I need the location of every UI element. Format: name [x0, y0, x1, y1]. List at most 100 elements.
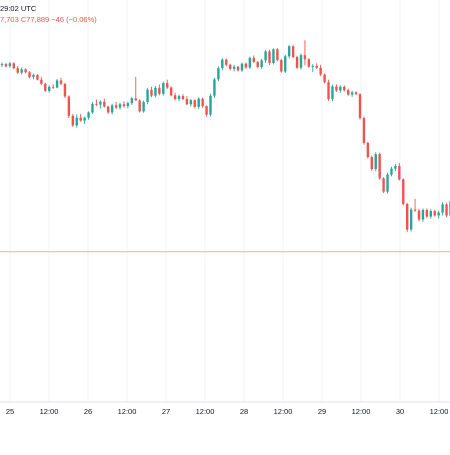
- candle-body: [240, 63, 244, 71]
- candle-body: [0, 64, 4, 65]
- candle: [264, 49, 267, 63]
- time-axis-label: 26: [84, 407, 92, 416]
- candle-body: [221, 59, 224, 69]
- candle: [398, 163, 401, 181]
- candle: [162, 81, 165, 96]
- candle: [44, 82, 47, 92]
- candle: [287, 45, 291, 59]
- candle-body: [83, 117, 86, 121]
- candle: [280, 58, 283, 73]
- candle-body: [40, 79, 43, 84]
- candle-body: [20, 69, 23, 73]
- candle-body: [232, 66, 236, 69]
- time-axis: 25 12:00 26 12:00 27 12:00 28 12:00 29 12:00 30 12:…: [6, 407, 449, 416]
- candle-body: [350, 92, 354, 95]
- candle-body: [201, 98, 204, 107]
- candle-body: [197, 98, 200, 107]
- candle: [374, 152, 377, 172]
- candle: [445, 202, 448, 218]
- candle: [173, 92, 177, 101]
- candle-body: [91, 103, 94, 113]
- candle-body: [303, 55, 307, 60]
- candle: [71, 113, 75, 127]
- candle: [103, 98, 106, 108]
- candle-body: [126, 103, 130, 107]
- candle-body: [287, 46, 291, 57]
- candle-body: [386, 174, 389, 192]
- candle-body: [378, 154, 381, 179]
- candle: [201, 97, 204, 108]
- candle-body: [79, 117, 82, 121]
- candle: [217, 66, 220, 82]
- candle: [240, 62, 244, 72]
- candle: [260, 58, 263, 69]
- candle-body: [162, 83, 165, 94]
- candle: [166, 79, 169, 90]
- candle: [221, 58, 224, 71]
- candle: [40, 76, 43, 85]
- candle: [134, 76, 137, 101]
- candle-body: [362, 118, 366, 143]
- time-axis-label: 12:00: [274, 407, 293, 416]
- candle: [24, 68, 27, 74]
- candle-body: [280, 59, 283, 72]
- candle: [193, 99, 196, 109]
- time-axis-label: 29: [318, 407, 326, 416]
- candle: [185, 96, 189, 106]
- candle-body: [228, 64, 232, 69]
- candle-body: [299, 55, 303, 68]
- candle: [181, 94, 185, 101]
- candle-body: [185, 99, 189, 105]
- candle: [8, 61, 12, 68]
- candle: [303, 40, 307, 66]
- candle: [378, 152, 381, 180]
- candle-body: [217, 68, 220, 80]
- header-time-text: 29:02 UTC: [0, 4, 37, 13]
- candle-body: [138, 100, 141, 112]
- time-axis-label: 28: [240, 407, 248, 416]
- candle-body: [59, 80, 63, 84]
- candle: [79, 113, 82, 122]
- candle: [154, 86, 157, 98]
- candle-body: [205, 106, 208, 115]
- candle: [209, 93, 212, 117]
- candle: [0, 62, 4, 68]
- candle-body: [441, 204, 444, 213]
- candle: [437, 210, 440, 219]
- time-axis-label: 12:00: [118, 407, 137, 416]
- candle-body: [55, 80, 59, 88]
- candle: [244, 62, 248, 69]
- candle-body: [413, 209, 417, 211]
- candle: [362, 116, 366, 145]
- candle-body: [327, 82, 330, 100]
- candle: [236, 65, 240, 72]
- candle: [130, 96, 134, 106]
- time-axis-label: 12:00: [196, 407, 215, 416]
- candle: [205, 105, 208, 117]
- candle-body: [154, 87, 157, 96]
- candle: [390, 166, 393, 177]
- candle: [138, 99, 141, 113]
- candle-body: [370, 157, 373, 169]
- candle-body: [173, 95, 177, 100]
- candle-body: [169, 87, 173, 96]
- candle: [4, 62, 8, 68]
- candle: [232, 64, 236, 72]
- candle-body: [445, 204, 448, 216]
- candle-body: [110, 105, 114, 113]
- candle-body: [4, 64, 8, 67]
- candle: [55, 78, 59, 89]
- candle-body: [158, 87, 161, 94]
- candle-body: [417, 210, 421, 220]
- candle-body: [421, 209, 425, 220]
- time-axis-label: 27: [162, 407, 170, 416]
- candle-body: [75, 117, 78, 126]
- candle: [331, 84, 334, 102]
- candle: [107, 105, 110, 114]
- candle-body: [134, 98, 137, 101]
- candle-body: [36, 74, 39, 80]
- candle: [421, 208, 425, 222]
- candle: [295, 55, 299, 69]
